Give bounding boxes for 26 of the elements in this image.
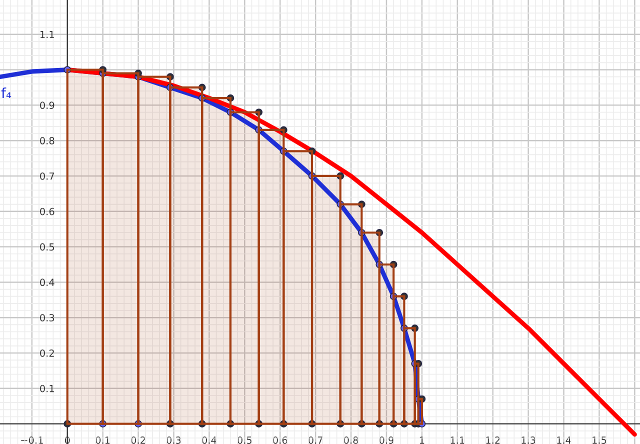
x-tick-label: −0.1 xyxy=(21,436,43,444)
x-tick-label: 0.7 xyxy=(308,436,322,444)
y-tick-label: 0.4 xyxy=(40,278,54,286)
series-label: f₄ xyxy=(1,87,12,98)
x-tick-label: 1 xyxy=(420,436,424,444)
y-tick-label: 0.8 xyxy=(40,137,54,144)
x-tick-label: 0.8 xyxy=(344,436,358,444)
x-tick-label: 1.5 xyxy=(592,436,606,444)
y-tick-label: 0.7 xyxy=(40,172,54,180)
y-tick-label: 0.2 xyxy=(40,349,54,357)
y-tick-label: 0.3 xyxy=(40,314,54,322)
y-tick-label: 1.1 xyxy=(40,30,54,38)
x-tick-label: 1.4 xyxy=(557,436,571,444)
x-tick-label: 1.2 xyxy=(486,436,500,444)
x-tick-label: 0.6 xyxy=(273,436,288,444)
y-tick-label: 0.6 xyxy=(40,208,54,216)
x-tick-label: 0.2 xyxy=(131,436,146,444)
y-tick-label: 0.5 xyxy=(40,243,54,251)
x-tick-label: 1.3 xyxy=(522,436,536,444)
x-tick-label: 0.5 xyxy=(238,436,252,444)
x-tick-label: 1.1 xyxy=(450,436,464,444)
y-tick-label: 0.9 xyxy=(40,102,54,109)
x-tick-label: 0.3 xyxy=(166,436,181,444)
y-tick-label: 0.1 xyxy=(40,384,54,392)
x-tick-label: 0.9 xyxy=(379,436,394,444)
x-tick-label: 0.1 xyxy=(96,436,110,444)
